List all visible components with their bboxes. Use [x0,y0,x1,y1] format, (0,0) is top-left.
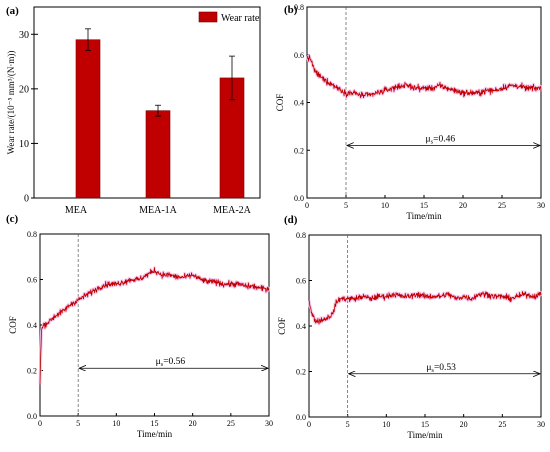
steady-state-annotation: μs=0.56 [156,357,186,368]
y-tick-label: 10 [19,139,29,150]
y-tick-label: 0.0 [294,194,304,203]
y-tick-label: 0.4 [27,321,37,330]
panel-b: (b) 0 5 10 15 20 25 30 0.0 0.2 0.4 0.6 0.8 Time/min CO… [275,3,545,221]
y-tick-label: 20 [19,84,29,95]
x-tick-label: 30 [265,419,273,428]
x-tick-label: 25 [498,420,506,429]
y-tick-label: 30 [19,30,29,41]
plot-frame [39,233,270,417]
y-tick-label: 0.0 [296,413,306,422]
y-tick-label: 0.6 [296,277,306,286]
steady-state-annotation: μs=0.46 [426,134,456,145]
y-tick-label: 0 [24,194,29,205]
y-tick-label: 0.0 [27,412,37,421]
x-tick-label: 0 [307,420,311,429]
y-tick-label: 0.2 [294,146,304,155]
y-tick-label: 0.8 [296,231,306,240]
x-tick-label: 10 [382,420,390,429]
x-tick-label: 15 [420,201,428,210]
y-tick-label: 0.8 [27,230,37,239]
x-tick-label: 0 [305,201,309,210]
panel-c: (c) 0 5 10 15 20 25 30 0.0 0.2 0.4 0.6 0.8 Time/min CO… [6,213,273,439]
panel-label: (c) [6,213,19,225]
x-axis-label: Time/min [406,211,442,221]
plot-frame [308,234,542,418]
x-tick-label: 20 [460,420,468,429]
y-tick-label: 0.2 [27,367,37,376]
x-tick-label: 30 [537,420,545,429]
x-tick-label: 15 [151,419,159,428]
cof-line [39,267,270,385]
y-tick-label: 0.4 [294,99,304,108]
x-tick-label: 20 [189,419,197,428]
panel-label: (a) [6,5,19,17]
y-axis-label: COF [8,316,18,334]
legend: Wear rate [198,11,260,24]
y-tick-label: 0.8 [294,3,304,12]
x-axis-label: Time/min [407,430,443,440]
x-tick-label: 25 [498,201,506,210]
x-tick-label: 5 [344,201,348,210]
cof-line [306,54,542,99]
cof-line [308,291,542,325]
panel-d: (d) 0 5 10 15 20 25 30 0.0 0.2 0.4 0.6 0.8 Time/min CO… [277,214,545,440]
legend-label: Wear rate [221,13,260,24]
y-tick-label: 0.2 [296,368,306,377]
legend-swatch [198,11,218,23]
x-tick-label: MEA-1A [139,205,178,216]
plot-frame [306,6,542,199]
x-tick-label: 25 [227,419,235,428]
y-axis-label: COF [275,94,285,112]
x-tick-label: 5 [346,420,350,429]
y-tick-label: 0.6 [294,51,304,60]
panel-label: (d) [284,214,298,226]
steady-state-annotation: μs=0.53 [426,363,456,374]
y-axis-label: COF [277,317,287,335]
x-axis-label: Time/min [137,429,173,439]
y-tick-label: 0.4 [296,322,306,331]
y-tick-label: 0.6 [27,276,37,285]
x-tick-label: 20 [459,201,467,210]
bar [75,39,101,199]
x-tick-label: 30 [537,201,545,210]
x-tick-label: MEA [65,205,88,216]
x-tick-label: 0 [38,419,42,428]
x-tick-label: MEA-2A [213,205,252,216]
x-tick-label: 15 [421,420,429,429]
x-tick-label: 10 [112,419,120,428]
bar [145,110,171,199]
x-tick-label: 10 [381,201,389,210]
panel-label: (b) [284,4,298,16]
y-axis-label: Wear rate/(10⁻⁵ mm³/(N·m)) [6,51,16,155]
x-tick-label: 5 [76,419,80,428]
